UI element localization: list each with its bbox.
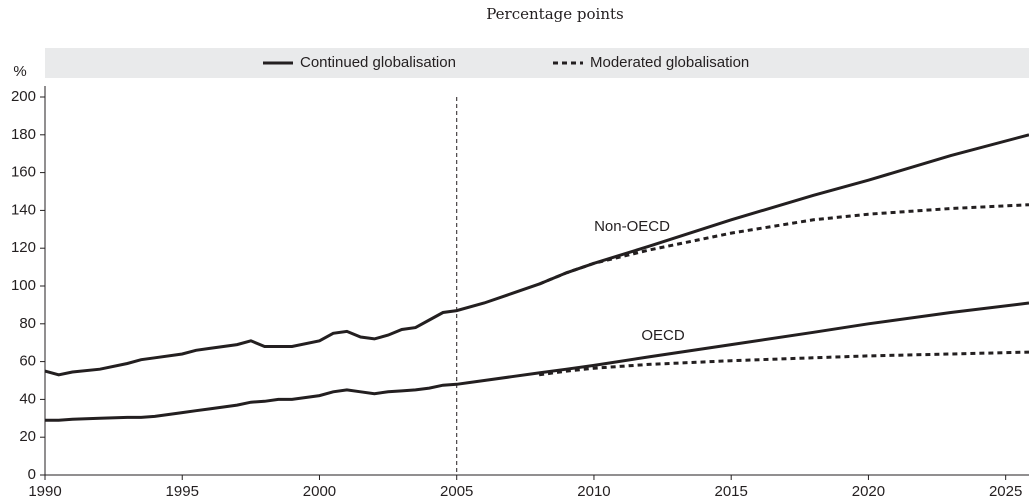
y-tick-label: 160 <box>11 164 36 181</box>
series-line <box>44 133 1029 377</box>
chart-subtitle: Percentage points <box>486 5 623 23</box>
x-tick-label: 2015 <box>715 483 748 500</box>
y-tick-label: 0 <box>28 466 36 483</box>
series-line <box>45 301 1029 422</box>
y-tick-label: 140 <box>11 201 36 218</box>
annotation: Non-OECD <box>594 218 670 235</box>
series-line <box>538 350 1029 377</box>
annotation: OECD <box>641 327 685 344</box>
y-axis-label: % <box>13 63 26 80</box>
x-tick-label: 1995 <box>166 483 199 500</box>
y-tick-label: 40 <box>19 390 36 407</box>
x-tick-label: 2010 <box>577 483 610 500</box>
x-tick-label: 2005 <box>440 483 473 500</box>
x-tick-label: 2000 <box>303 483 336 500</box>
legend-label: Continued globalisation <box>300 54 456 71</box>
x-tick-label: 1990 <box>28 483 61 500</box>
y-tick-label: 120 <box>11 239 36 256</box>
y-tick-label: 20 <box>19 428 36 445</box>
y-tick-label: 180 <box>11 126 36 143</box>
y-tick-label: 60 <box>19 353 36 370</box>
x-tick-label: 2025 <box>989 483 1022 500</box>
y-tick-label: 200 <box>11 88 36 105</box>
series-line <box>538 203 1029 286</box>
x-tick-label: 2020 <box>852 483 885 500</box>
y-tick-label: 100 <box>11 277 36 294</box>
legend-band <box>45 48 1029 78</box>
y-tick-label: 80 <box>19 315 36 332</box>
legend-label: Moderated globalisation <box>590 54 749 71</box>
